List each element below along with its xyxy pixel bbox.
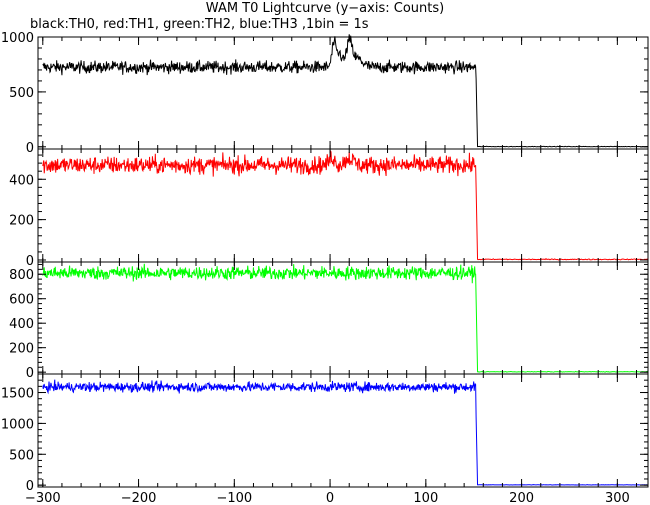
- x-tick-label: 100: [413, 491, 438, 505]
- chart-title: WAM T0 Lightcurve (y−axis: Counts): [205, 1, 445, 16]
- y-tick-label: 400: [9, 317, 34, 332]
- series-line-th3: [42, 379, 648, 486]
- y-tick-label: 1000: [1, 31, 34, 46]
- y-tick-label: 0: [26, 479, 34, 494]
- panel-th0: 0 500 1000: [1, 31, 649, 156]
- chart-subtitle: black:TH0, red:TH1, green:TH2, blue:TH3 …: [30, 17, 369, 32]
- y-tick-label: 800: [9, 268, 34, 283]
- y-tick-label: 400: [9, 173, 34, 188]
- series-line-th0: [42, 34, 648, 148]
- y-tick-label: 500: [9, 448, 34, 463]
- series-line-th1: [42, 150, 648, 261]
- y-tick-label: 1500: [1, 387, 34, 402]
- y-tick-label: 600: [9, 293, 34, 308]
- y-tick-label: 1000: [1, 417, 34, 432]
- panel-th3: 0 500 1000 1500: [1, 373, 649, 494]
- y-tick-label: 0: [26, 254, 34, 269]
- y-tick-label: 200: [9, 214, 34, 229]
- panel-th2: 0 200 400 600 800: [9, 261, 649, 381]
- panel-th1: 0 200 400: [9, 148, 649, 269]
- y-tick-label: 0: [26, 141, 34, 156]
- series-line-th2: [42, 263, 648, 373]
- x-tick-label: −100: [216, 491, 252, 505]
- panel-frame: [37, 261, 649, 375]
- panel-frame: [37, 373, 649, 488]
- x-tick-label: −200: [121, 491, 157, 505]
- x-tick-label: 0: [326, 491, 334, 505]
- y-tick-label: 500: [9, 86, 34, 101]
- y-tick-label: 200: [9, 342, 34, 357]
- x-tick-label: 300: [605, 491, 630, 505]
- panel-frame: [37, 36, 649, 150]
- y-tick-label: 0: [26, 366, 34, 381]
- x-tick-label: 200: [509, 491, 534, 505]
- x-tick-label: −300: [25, 491, 61, 505]
